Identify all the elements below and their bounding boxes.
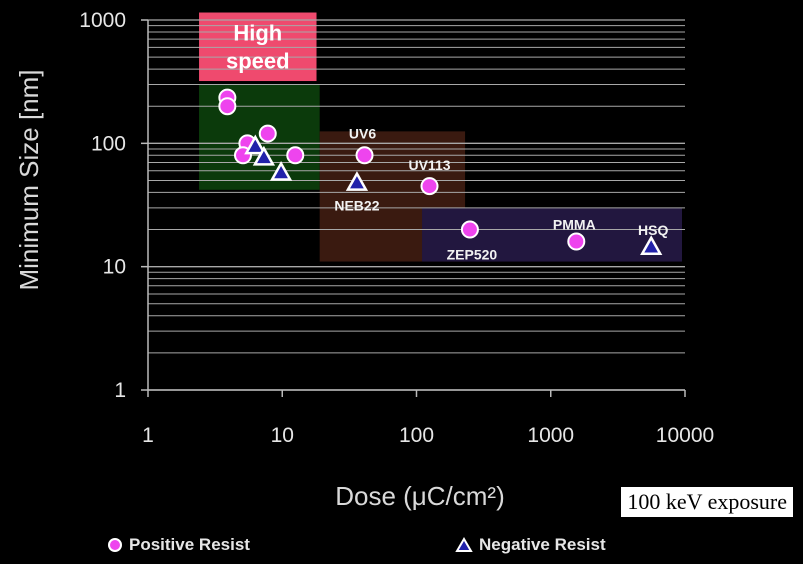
region-1: [199, 84, 320, 190]
x-tick-label: 1: [142, 424, 154, 447]
y-axis-title: Minimum Size [nm]: [14, 69, 44, 290]
point-labels-layer: UV6 UV113 ZEP520 PMMA NEB22 HSQ: [334, 125, 668, 262]
positive-resist-point: [420, 177, 439, 196]
y-tick-label: 1000: [79, 9, 126, 32]
x-axis-title: Dose (μC/cm²): [335, 481, 505, 511]
negative-resist-point: [345, 171, 369, 191]
x-tick-label: 100: [399, 424, 434, 447]
point-label: ZEP520: [447, 247, 498, 263]
regions-layer: [199, 12, 683, 262]
positive-resist-point: [567, 232, 586, 251]
negative-resist-point: [640, 235, 663, 256]
point-label: HSQ: [638, 222, 668, 238]
exposure-note: 100 keV exposure: [621, 487, 793, 517]
x-tick-label: 10: [271, 424, 294, 447]
positive-resist-point: [286, 146, 305, 165]
negative-resist-point: [244, 134, 267, 155]
region-labels-layer: High speed: [226, 21, 290, 74]
region-0: [199, 12, 317, 82]
x-tick-label: 10000: [656, 424, 714, 447]
point-label: UV113: [408, 157, 450, 173]
negative-resist-point: [252, 145, 276, 166]
legend-negative: Negative Resist: [455, 535, 606, 555]
y-tick-label: 1: [114, 379, 126, 402]
negative-resist-point: [269, 160, 293, 181]
region-label-0: High speed: [226, 21, 290, 74]
points-layer: [218, 88, 663, 256]
legend-positive: Positive Resist: [107, 535, 250, 555]
region-label-word: High: [233, 21, 282, 46]
positive-resist-point: [218, 97, 237, 116]
point-label: UV6: [349, 125, 376, 141]
y-tick-label: 10: [103, 256, 126, 279]
positive-resist-point: [258, 124, 277, 143]
legend-negative-label: Negative Resist: [479, 535, 606, 554]
circle-marker-icon: [108, 538, 122, 552]
region-label-word: speed: [226, 49, 290, 74]
triangle-marker-icon: [455, 537, 473, 552]
positive-resist-point: [355, 146, 374, 165]
axes-layer: 1 10 100 1000 10000 1 10 100 1000: [79, 9, 714, 447]
legend-positive-label: Positive Resist: [129, 535, 250, 554]
point-label: PMMA: [553, 216, 596, 232]
point-label: NEB22: [334, 198, 379, 214]
x-tick-label: 1000: [527, 424, 574, 447]
y-tick-label: 100: [91, 132, 126, 155]
positive-resist-point: [460, 220, 479, 239]
